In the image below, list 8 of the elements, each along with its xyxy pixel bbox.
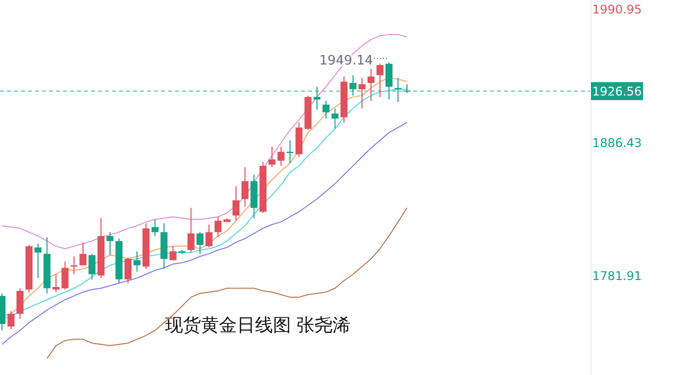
y-tick-label: 1990.95 [592,2,642,16]
y-tick-label: 1886.43 [592,136,642,150]
ref-label: 1926.56 [592,84,642,99]
line-series [46,207,408,359]
line-series [2,34,408,250]
y-tick-label: 1781.91 [592,269,642,284]
line-series [2,122,408,345]
title: 现货黄金日线图 张尧浠 [165,315,351,336]
